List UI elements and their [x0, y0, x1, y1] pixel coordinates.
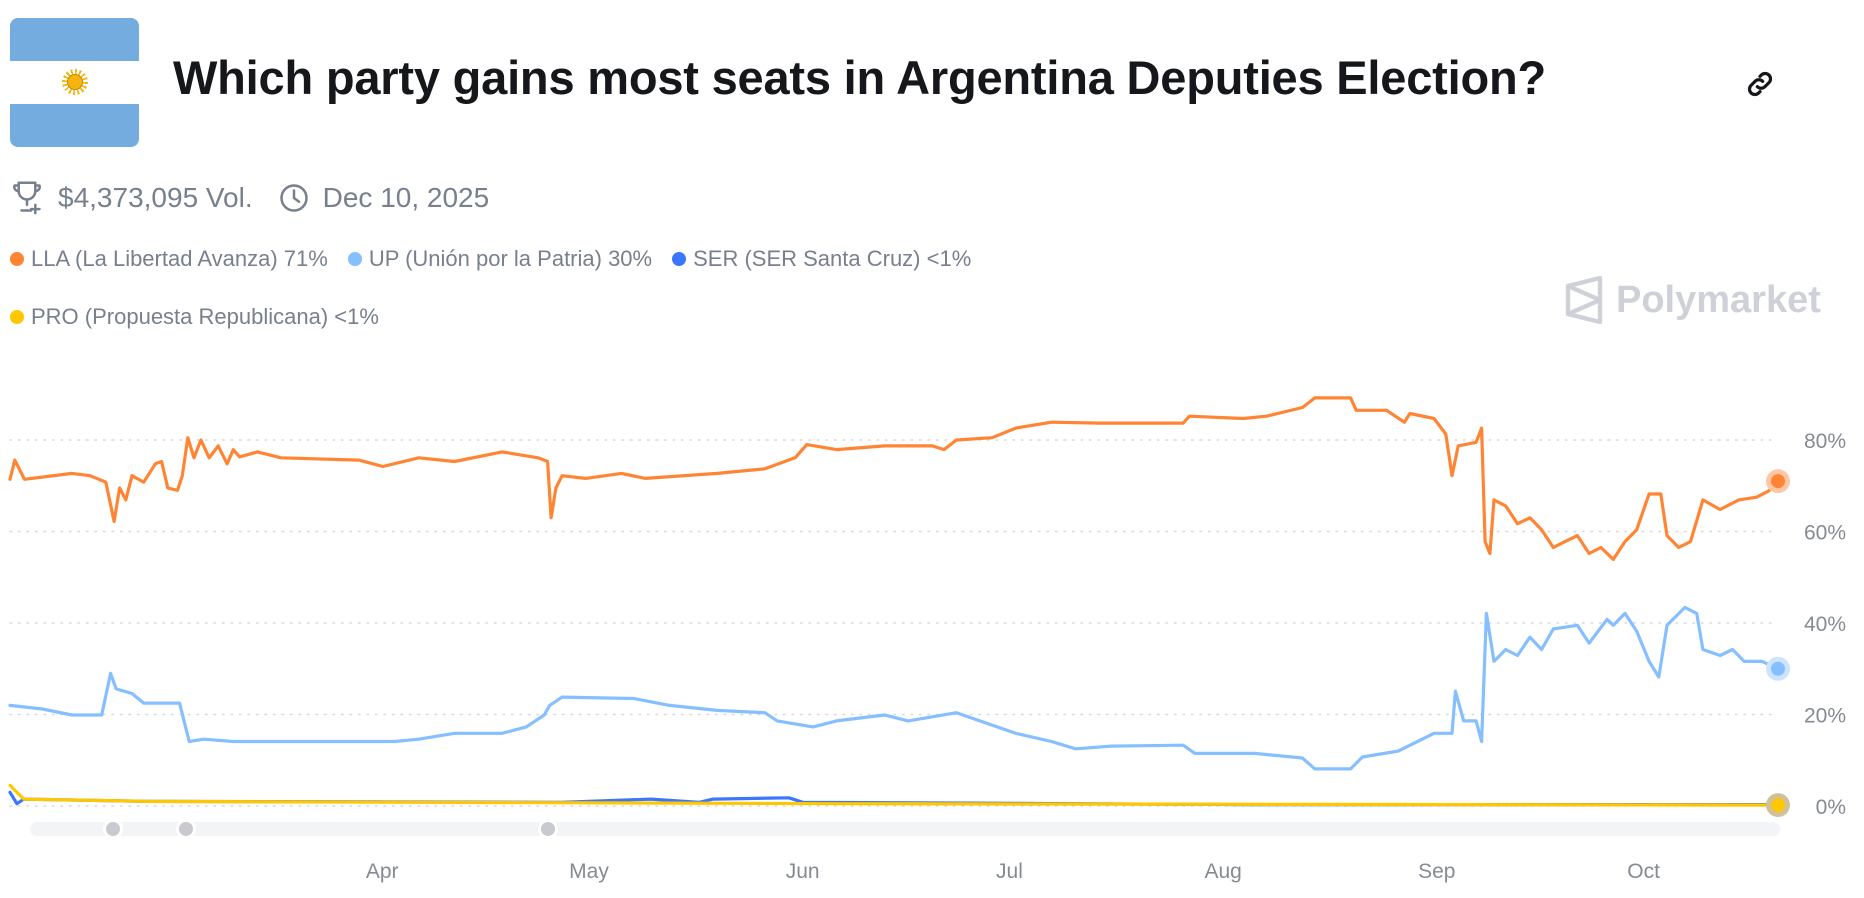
endpoint-marker [1771, 661, 1785, 676]
legend-label: PRO (Propuesta Republicana) <1% [31, 304, 379, 329]
legend-label: SER (SER Santa Cruz) <1% [693, 246, 972, 271]
market-meta: $4,373,095 Vol. Dec 10, 2025 [10, 180, 489, 216]
series-line-0 [8, 396, 1780, 561]
y-tick-label: 20% [1804, 705, 1846, 728]
legend-label: LLA (La Libertad Avanza) 71% [31, 246, 328, 271]
polymarket-logo: Polymarket [1564, 276, 1821, 324]
y-tick-label: 60% [1804, 522, 1846, 545]
volume-text: $4,373,095 Vol. [58, 182, 253, 213]
timeline-scrollbar-track[interactable] [30, 822, 1780, 836]
y-tick-label: 80% [1804, 430, 1846, 453]
logo-text: Polymarket [1616, 278, 1821, 321]
legend-item-lla[interactable]: LLA (La Libertad Avanza) 71% [10, 246, 328, 272]
trophy-icon [13, 181, 41, 215]
sun-of-may-icon [61, 69, 88, 96]
scrollbar-handle[interactable] [179, 822, 193, 836]
legend-dot-icon [347, 252, 362, 266]
legend-dot-icon [10, 310, 24, 324]
legend-label: UP (Unión por la Patria) 30% [368, 246, 653, 271]
x-tick-label: May [569, 860, 609, 883]
legend-item-pro[interactable]: PRO (Propuesta Republicana) <1% [10, 304, 379, 330]
endpoint-marker [1771, 798, 1785, 813]
argentina-flag-icon [10, 18, 139, 147]
legend-dot-icon [672, 252, 687, 266]
end-date-text: Dec 10, 2025 [322, 182, 490, 213]
polymarket-logo-icon [1565, 276, 1603, 324]
clock-icon [279, 184, 308, 212]
x-tick-label: Jul [996, 860, 1023, 883]
page-title: Which party gains most seats in Argentin… [173, 51, 1547, 104]
y-tick-label: 40% [1804, 613, 1846, 636]
y-tick-label: 0% [1816, 796, 1846, 819]
legend-dot-icon [10, 252, 24, 266]
legend-row-2: PRO (Propuesta Republicana) <1% [10, 304, 399, 330]
series-line-1 [8, 605, 1780, 771]
legend-row-1: LLA (La Libertad Avanza) 71% UP (Unión p… [10, 246, 991, 272]
scrollbar-handle[interactable] [106, 822, 120, 836]
legend-item-ser[interactable]: SER (SER Santa Cruz) <1% [672, 246, 971, 272]
x-tick-label: Oct [1627, 860, 1660, 883]
legend-item-up[interactable]: UP (Unión por la Patria) 30% [347, 246, 653, 272]
x-tick-label: Apr [366, 860, 399, 883]
x-tick-label: Sep [1418, 860, 1455, 883]
endpoint-marker [1771, 474, 1785, 489]
link-icon[interactable] [1744, 68, 1776, 100]
x-tick-label: Jun [786, 860, 820, 883]
x-tick-label: Aug [1204, 860, 1241, 883]
scrollbar-handle[interactable] [541, 822, 555, 836]
series-line-3 [8, 783, 1780, 807]
